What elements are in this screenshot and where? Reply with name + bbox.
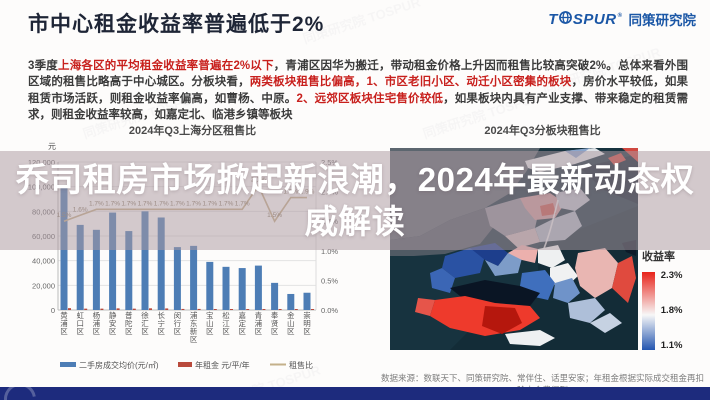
headline-text: 乔司租房市场掀起新浪潮，2024年最新动态权威解读 bbox=[15, 160, 695, 240]
svg-text:嘉定区: 嘉定区 bbox=[238, 310, 246, 336]
map-legend: 收益率 2.3% 1.8% 1.1% bbox=[642, 248, 702, 351]
svg-text:静安区: 静安区 bbox=[109, 310, 117, 336]
left-chart-title: 2024年Q3上海分区租售比 bbox=[128, 125, 257, 137]
tospur-logo: T SPUR ® 同策研究院 bbox=[548, 9, 696, 29]
intro-seg-highlight: 两类板块租售比偏高，1、市区老旧小区、动迁小区密集的板块 bbox=[249, 76, 572, 88]
intro-seg: 3季度 bbox=[28, 59, 58, 72]
svg-text:0: 0 bbox=[51, 306, 55, 315]
legend-min: 1.1% bbox=[660, 340, 683, 351]
svg-text:徐汇区: 徐汇区 bbox=[141, 310, 149, 336]
svg-text:闵行区: 闵行区 bbox=[174, 310, 182, 336]
legend-mid: 1.8% bbox=[660, 305, 683, 316]
legend-max: 2.3% bbox=[660, 270, 683, 281]
bottom-bar-swirl-icon bbox=[0, 387, 43, 400]
headline-overlay-band: 乔司租房市场掀起新浪潮，2024年最新动态权威解读 bbox=[0, 151, 710, 250]
svg-text:金山区: 金山区 bbox=[287, 310, 295, 336]
svg-text:0.0%: 0.0% bbox=[321, 306, 338, 315]
legend-gradient-bar bbox=[642, 272, 655, 350]
globe-icon bbox=[558, 10, 572, 28]
svg-text:黄浦区: 黄浦区 bbox=[60, 310, 68, 336]
svg-text:宝山区: 宝山区 bbox=[206, 310, 214, 336]
svg-text:虹口区: 虹口区 bbox=[76, 311, 84, 336]
right-chart-title: 2024年Q3分板块租售比 bbox=[484, 125, 601, 137]
svg-text:长宁区: 长宁区 bbox=[157, 310, 165, 336]
svg-text:20,000: 20,000 bbox=[32, 281, 55, 290]
intro-seg: ，青浦区因华为搬迁，带动租金价格上升因而租售比较高突破2%。总体来看外围区域的租… bbox=[28, 59, 688, 89]
intro-seg: ，如果板块内具有产业支撑、带来稳定的租赁需求，则租金收益率较高，如嘉定北、临港乡… bbox=[28, 92, 688, 122]
svg-text:年租金 元/平/年: 年租金 元/平/年 bbox=[195, 360, 250, 370]
svg-text:松江区: 松江区 bbox=[222, 310, 230, 336]
intro-seg: ，房价水平较低，如果租赁市场活跃，则租金收益率偏高，如曹杨、中原。 bbox=[28, 76, 689, 105]
svg-text:0.5%: 0.5% bbox=[321, 276, 338, 285]
svg-text:普陀区: 普陀区 bbox=[125, 310, 133, 336]
svg-text:奉贤区: 奉贤区 bbox=[271, 310, 279, 336]
svg-text:杨浦区: 杨浦区 bbox=[93, 310, 101, 336]
svg-text:40,000: 40,000 bbox=[32, 257, 55, 266]
logo-en: T SPUR ® bbox=[548, 10, 623, 28]
svg-text:二手房成交均价(元/㎡): 二手房成交均价(元/㎡) bbox=[79, 360, 159, 370]
svg-text:青浦区: 青浦区 bbox=[255, 310, 263, 336]
registered-mark: ® bbox=[617, 13, 623, 19]
svg-text:崇明区: 崇明区 bbox=[303, 311, 311, 336]
logo-cn: 同策研究院 bbox=[628, 13, 697, 28]
intro-seg-highlight: 上海各区的平均租金收益率普遍在2%以下 bbox=[58, 59, 274, 72]
legend-title: 收益率 bbox=[642, 251, 675, 263]
svg-text:浦东新区: 浦东新区 bbox=[190, 310, 198, 344]
page-title: 市中心租金收益率普遍低于2% bbox=[28, 13, 325, 36]
intro-seg-highlight: 2、远郊区板块住宅售价较低 bbox=[296, 92, 444, 105]
svg-text:元: 元 bbox=[48, 142, 56, 151]
svg-text:租售比: 租售比 bbox=[289, 360, 313, 370]
svg-text:1.0%: 1.0% bbox=[321, 247, 338, 256]
bottom-accent-bar bbox=[0, 387, 710, 400]
intro-paragraph: 3季度上海各区的平均租金收益率普遍在2%以下，青浦区因华为搬迁，带动租金价格上升… bbox=[28, 58, 688, 124]
